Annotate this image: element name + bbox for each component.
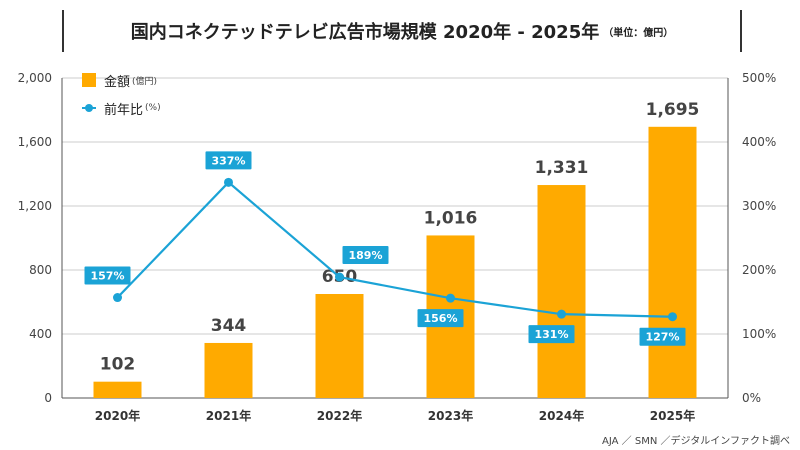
y-left-tick-label: 0 <box>44 391 52 405</box>
x-tick-label: 2025年 <box>650 408 695 423</box>
chart-title-unit: （単位：億円） <box>603 27 674 39</box>
bar <box>315 294 364 398</box>
yoy-value-label: 156% <box>424 312 458 325</box>
bar-value-label: 102 <box>100 355 136 375</box>
x-tick-label: 2023年 <box>428 408 473 423</box>
y-left-tick-label: 400 <box>29 327 52 341</box>
bar-value-label: 1,695 <box>646 100 700 120</box>
legend-item-amount: 金額 (億円) <box>82 70 161 90</box>
bar <box>537 185 586 398</box>
bar-value-label: 1,016 <box>424 208 478 228</box>
legend-label-amount: 金額 <box>104 74 131 90</box>
yoy-value-label: 337% <box>212 154 246 167</box>
yoy-point <box>446 293 455 303</box>
yoy-line <box>116 180 673 318</box>
bar <box>204 342 253 398</box>
yoy-label-box <box>417 309 464 328</box>
legend-label-yoy: 前年比 <box>104 102 144 118</box>
yoy-point <box>335 272 344 282</box>
source-note: AJA ／ SMN ／デジタルインファクト調べ <box>602 436 790 447</box>
bar <box>648 126 697 399</box>
legend-line-swatch <box>82 101 96 115</box>
yoy-value-label: 127% <box>646 331 680 344</box>
y-right-tick-label: 300% <box>742 199 776 213</box>
legend-bar-swatch <box>82 73 96 87</box>
y-left-tick-label: 1,600 <box>18 135 52 149</box>
yoy-label-box <box>528 325 575 344</box>
y-right-tick-label: 200% <box>742 263 776 277</box>
legend-item-yoy: 前年比 (%) <box>82 98 161 118</box>
chart-title-main: 国内コネクテッドテレビ広告市場規模 2020年 - 2025年 <box>130 22 600 43</box>
legend-unit-amount: (億円) <box>132 76 158 87</box>
x-tick-label: 2020年 <box>95 408 140 423</box>
bar <box>93 381 142 398</box>
yoy-point <box>113 293 122 303</box>
x-tick-label: 2021年 <box>206 408 251 423</box>
y-right-tick-label: 500% <box>742 71 776 85</box>
y-left-tick-label: 800 <box>29 263 52 277</box>
yoy-value-label: 189% <box>349 249 383 262</box>
yoy-value-label: 157% <box>91 270 125 283</box>
bar-value-label: 344 <box>211 316 247 336</box>
y-right-tick-label: 0% <box>742 391 761 405</box>
yoy-label-box <box>84 266 131 285</box>
legend-unit-yoy: (%) <box>145 103 161 113</box>
yoy-label-box <box>639 327 686 346</box>
y-left-tick-label: 2,000 <box>18 71 52 85</box>
yoy-value-label: 131% <box>535 328 569 341</box>
y-left-tick-label: 1,200 <box>18 199 52 213</box>
yoy-point <box>224 177 233 187</box>
chart-title: 国内コネクテッドテレビ広告市場規模 2020年 - 2025年 （単位：億円） <box>62 10 742 52</box>
y-right-tick-label: 100% <box>742 327 776 341</box>
yoy-point <box>557 309 566 319</box>
bar-value-label: 1,331 <box>535 158 589 178</box>
y-right-tick-label: 400% <box>742 135 776 149</box>
yoy-label-box <box>342 246 389 265</box>
yoy-point <box>668 312 677 322</box>
yoy-label-box <box>205 151 252 170</box>
x-tick-label: 2024年 <box>539 408 584 423</box>
x-tick-label: 2022年 <box>317 408 362 423</box>
legend: 金額 (億円) 前年比 (%) <box>82 70 161 126</box>
